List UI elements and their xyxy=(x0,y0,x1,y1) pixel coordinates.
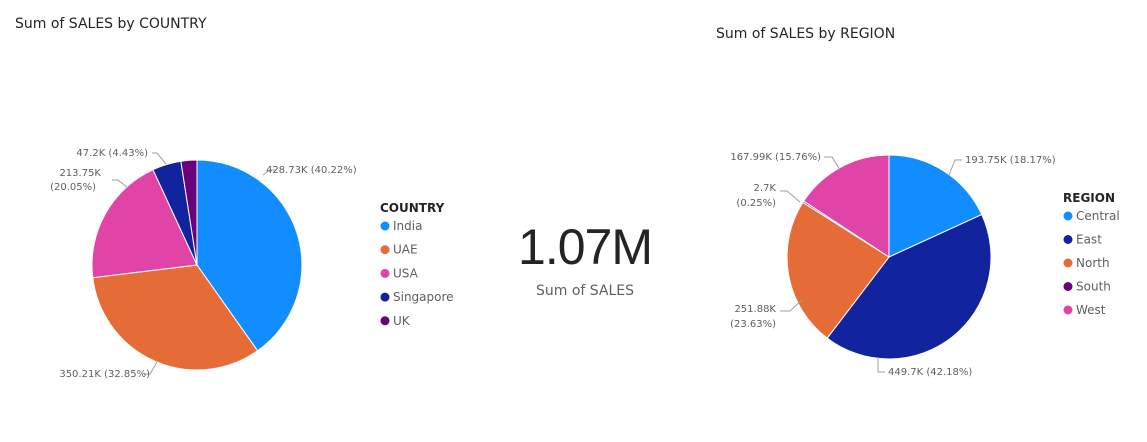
country-legend-title: COUNTRY xyxy=(380,201,445,215)
country-slice-uk[interactable] xyxy=(180,159,198,266)
country-slice-uae[interactable] xyxy=(92,264,259,371)
country-data-label-usa: (20.05%) xyxy=(50,182,96,193)
region-legend-item-east[interactable]: East xyxy=(1076,233,1102,247)
region-legend-marker-east xyxy=(1063,235,1073,244)
region-leader-west xyxy=(824,156,841,171)
country-legend-item-usa[interactable]: USA xyxy=(393,266,419,280)
sales-card-value: 1.07M xyxy=(518,219,653,275)
country-legend-marker-uk xyxy=(380,316,390,326)
country-leader-usa xyxy=(112,179,129,189)
region-legend-title: REGION xyxy=(1063,191,1115,205)
region-data-label-west: 167.99K (15.76%) xyxy=(730,152,821,163)
country-legend-marker-usa xyxy=(380,268,390,278)
country-slice-usa[interactable] xyxy=(91,169,198,279)
region-leader-central xyxy=(948,159,962,176)
region-data-label-east: 449.7K (42.18%) xyxy=(888,367,972,378)
country-leader-india xyxy=(262,169,276,176)
country-legend-item-uae[interactable]: UAE xyxy=(393,243,418,257)
region-legend-marker-north xyxy=(1063,258,1073,268)
region-legend-marker-south xyxy=(1063,282,1073,291)
country-leader-uae xyxy=(144,361,158,375)
region-slice-central[interactable] xyxy=(888,154,983,258)
region-data-label-central: 193.75K (18.17%) xyxy=(965,155,1056,166)
region-data-label-north: 251.88K xyxy=(734,304,776,315)
country-leader-singapore xyxy=(152,152,167,165)
region-legend-marker-west xyxy=(1063,305,1073,315)
region-legend-item-west[interactable]: West xyxy=(1076,303,1106,317)
country-data-label-uae: 350.21K (32.85%) xyxy=(59,369,150,380)
region-data-label-north: (23.63%) xyxy=(730,319,776,330)
region-leader-north xyxy=(780,299,803,312)
country-data-label-usa: 213.75K xyxy=(59,168,101,179)
country-legend-marker-uae xyxy=(380,245,390,255)
country-legend-item-uk[interactable]: UK xyxy=(393,314,411,328)
region-legend-item-north[interactable]: North xyxy=(1076,256,1110,270)
country-legend-marker-india xyxy=(380,221,390,231)
region-slice-west[interactable] xyxy=(803,154,890,258)
country-slice-india[interactable] xyxy=(196,159,303,352)
country-legend-marker-singapore xyxy=(380,292,390,302)
region-leader-east xyxy=(877,357,885,373)
region-data-label-south: 2.7K xyxy=(754,183,777,194)
region-leader-south xyxy=(780,190,801,203)
country-chart-title: Sum of SALES by COUNTRY xyxy=(15,16,207,32)
region-slice-east[interactable] xyxy=(826,213,992,360)
country-legend-item-india[interactable]: India xyxy=(393,219,422,233)
region-legend-item-central[interactable]: Central xyxy=(1076,209,1120,223)
country-legend-item-singapore[interactable]: Singapore xyxy=(393,290,454,304)
region-legend-item-south[interactable]: South xyxy=(1076,280,1111,294)
region-slice-north[interactable] xyxy=(786,201,890,339)
sales-card-label: Sum of SALES xyxy=(535,283,635,299)
region-chart-title: Sum of SALES by REGION xyxy=(716,26,896,42)
country-data-label-singapore: 47.2K (4.43%) xyxy=(76,148,148,159)
region-legend-marker-central xyxy=(1063,211,1073,221)
country-data-label-india: 428.73K (40.22%) xyxy=(266,165,357,176)
region-data-label-south: (0.25%) xyxy=(736,198,776,209)
